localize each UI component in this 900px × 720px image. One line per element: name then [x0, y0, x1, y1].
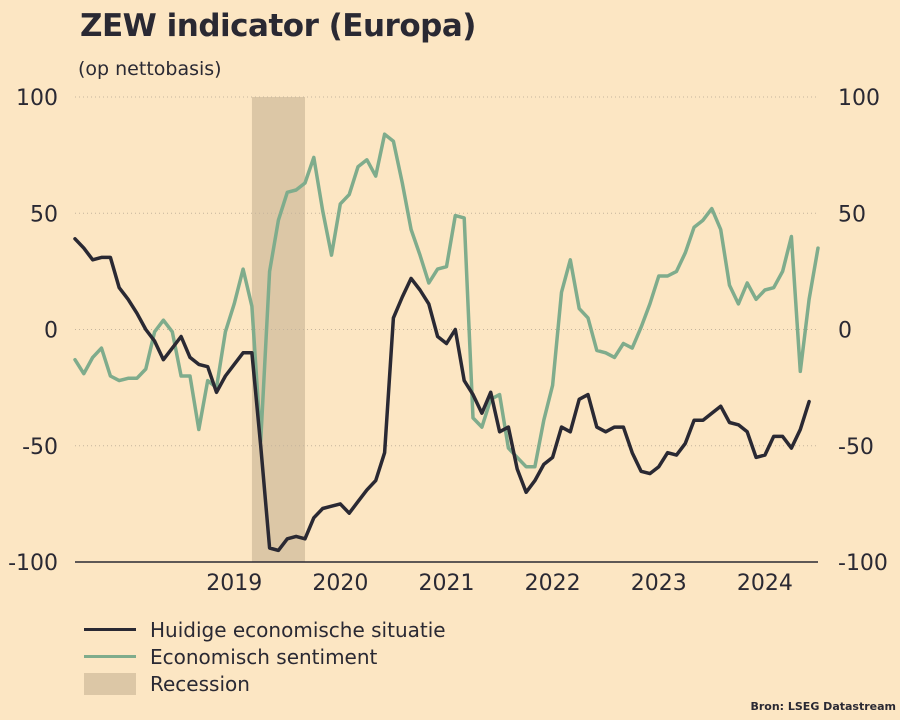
- y-tick-label-left: 50: [30, 202, 58, 227]
- y-tick-label-right: -50: [838, 435, 874, 460]
- legend-swatch-sentiment: [84, 655, 136, 658]
- series-line-current-situation: [73, 237, 811, 553]
- legend-item-current: Huidige economische situatie: [84, 616, 446, 643]
- x-tick-label: 2023: [631, 571, 687, 596]
- legend-label-recession: Recession: [150, 671, 250, 696]
- source-note: Bron: LSEG Datastream: [750, 700, 896, 713]
- y-tick-label-left: 0: [44, 319, 58, 344]
- y-tick-label-right: -100: [838, 551, 888, 576]
- legend-item-sentiment: Economisch sentiment: [84, 643, 446, 670]
- series-line-economic-sentiment: [73, 132, 820, 469]
- legend: Huidige economische situatie Economisch …: [84, 616, 446, 697]
- axis-ticks: -100 -100 -50 -50 0 0 50 50 100 100 2019 2020 2021 20…: [8, 86, 888, 596]
- y-tick-label-left: -100: [8, 551, 58, 576]
- recession-band: [251, 97, 306, 562]
- x-tick-label: 2021: [419, 571, 475, 596]
- x-tick-label: 2024: [737, 571, 793, 596]
- gridlines: [75, 96, 818, 563]
- series-lines: [73, 132, 820, 553]
- legend-swatch-recession: [84, 672, 136, 695]
- chart-title: ZEW indicator (Europa): [80, 8, 476, 44]
- legend-label-sentiment: Economisch sentiment: [150, 644, 378, 669]
- x-tick-label: 2019: [206, 571, 262, 596]
- legend-item-recession: Recession: [84, 670, 446, 697]
- legend-label-current: Huidige economische situatie: [150, 617, 446, 642]
- recession-band-layer: [251, 97, 306, 562]
- y-tick-label-right: 50: [838, 202, 866, 227]
- y-tick-label-right: 0: [838, 319, 852, 344]
- x-tick-label: 2022: [525, 571, 581, 596]
- y-tick-label-left: -50: [22, 435, 58, 460]
- y-tick-label-left: 100: [16, 86, 58, 111]
- legend-swatch-current: [84, 628, 136, 631]
- chart-subtitle: (op nettobasis): [78, 58, 222, 80]
- y-tick-label-right: 100: [838, 86, 880, 111]
- x-tick-label: 2020: [312, 571, 368, 596]
